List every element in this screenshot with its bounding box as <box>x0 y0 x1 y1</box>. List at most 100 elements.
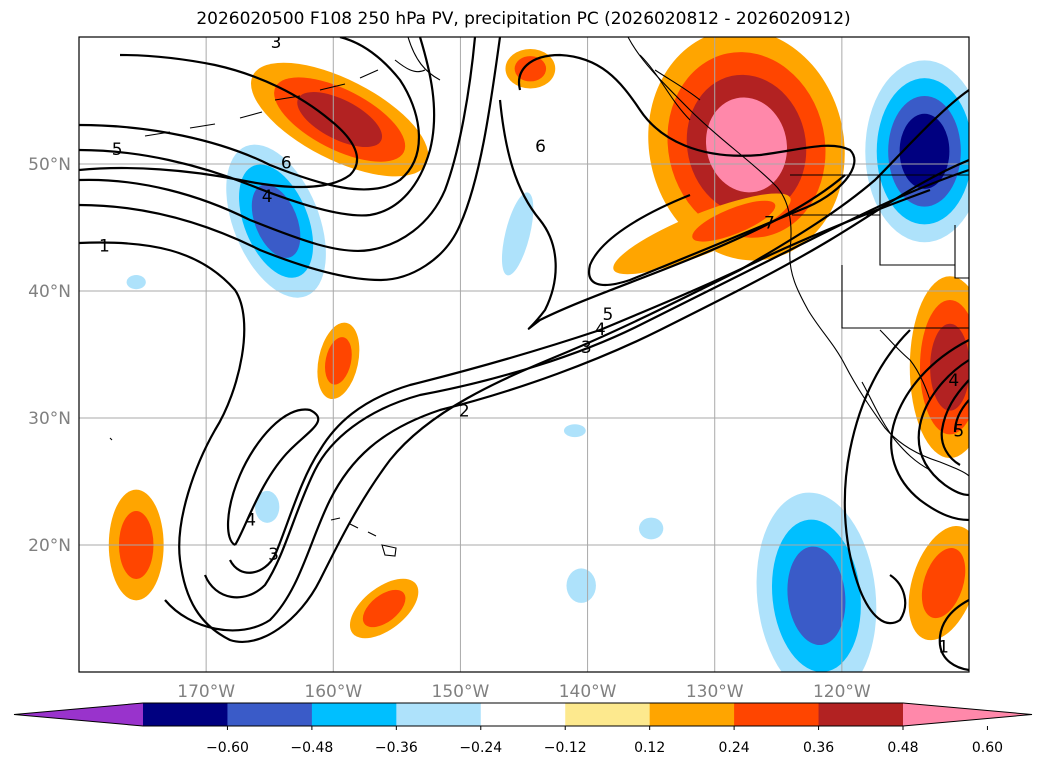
precip-region-central-pacific-positive <box>317 322 360 400</box>
precip-region-pacific-northwest-positive <box>613 37 845 275</box>
contour-label: 1 <box>99 236 110 256</box>
lat-tick-label: 40°N <box>28 282 71 302</box>
contour-label: 6 <box>281 154 292 174</box>
lon-tick-label: 150°W <box>432 682 490 702</box>
contour-label: 3 <box>268 545 279 565</box>
colorbar-tick-label: −0.12 <box>544 740 587 756</box>
precip-level-1 <box>638 517 664 540</box>
precip-level-2 <box>362 589 406 628</box>
pv-contour-5-west <box>79 37 420 191</box>
colorbar-tick-label: −0.36 <box>375 740 418 756</box>
precip-level-4 <box>899 113 950 189</box>
colorbar-bin <box>227 703 313 726</box>
colorbar-tick-label: 0.48 <box>887 740 918 756</box>
pv-contour-southeast-1 <box>890 339 969 522</box>
lon-tick-label: 130°W <box>686 682 744 702</box>
precip-region-narrow-negative-145w <box>501 192 534 276</box>
colorbar-bin <box>565 703 651 726</box>
colorbar-tick-label: −0.60 <box>206 740 249 756</box>
contour-label: 5 <box>603 305 614 325</box>
precip-level-1 <box>501 192 534 276</box>
precip-region-small-negative-140w <box>566 568 596 603</box>
chart-title: 2026020500 F108 250 hPa PV, precipitatio… <box>196 9 851 29</box>
precip-tail-inner <box>692 200 776 242</box>
precip-level-3 <box>930 323 969 411</box>
precip-region-small-negative-165w <box>254 490 280 523</box>
lat-tick-label: 50°N <box>28 155 71 175</box>
precip-region-small-negative-141w <box>563 424 586 438</box>
precip-level-3 <box>297 92 383 148</box>
contour-label: 4 <box>245 511 256 531</box>
colorbar-bin <box>396 703 482 726</box>
pv-contour-4 <box>229 188 931 574</box>
lon-tick-label: 170°W <box>177 682 235 702</box>
precip-level-1 <box>254 490 280 523</box>
precip-level-4 <box>706 97 787 193</box>
colorbar-tick-label: 0.36 <box>803 740 834 756</box>
contour-label: 4 <box>595 320 606 340</box>
lon-tick-label: 160°W <box>304 682 362 702</box>
precip-region-mid-pacific-positive <box>349 578 419 639</box>
state-line-1 <box>792 214 955 266</box>
pv-contour-southeast-3 <box>940 379 969 466</box>
precip-level-2 <box>324 337 352 385</box>
precip-level-3 <box>787 546 846 646</box>
pv-contour-5-east <box>498 99 846 330</box>
lat-tick-label: 20°N <box>28 536 71 556</box>
pv-contour-lower-loop <box>226 408 320 546</box>
precip-level-2 <box>514 56 547 82</box>
precip-level-1 <box>566 568 596 603</box>
pv-contour-6-west <box>79 37 436 217</box>
contour-label: 3 <box>581 338 592 358</box>
colorbar-bin <box>143 703 228 726</box>
colorbar-tick-label: 0.12 <box>634 740 665 756</box>
colorbar-bin <box>311 703 397 726</box>
longitude-labels: 170°W 160°W 150°W 140°W 130°W 120°W <box>177 682 871 702</box>
precip-level-1 <box>126 275 146 290</box>
contour-label: 4 <box>262 187 273 207</box>
colorbar-bin <box>734 703 820 726</box>
pv-contour-6-east <box>517 53 856 287</box>
state-line-4 <box>954 225 969 279</box>
precip-level-1 <box>563 424 586 438</box>
precip-region-north-pacific-negative <box>226 144 326 298</box>
precip-region-baja-positive <box>908 526 969 641</box>
isle-dot <box>109 437 113 441</box>
precip-region-southwest-us-positive <box>909 276 969 459</box>
hawaii <box>330 517 397 557</box>
alaska-coast <box>394 37 441 81</box>
pv-contour-southeast-2 <box>917 359 969 497</box>
colorbar-tick-label: −0.24 <box>459 740 502 756</box>
contour-label: 3 <box>271 33 282 53</box>
aleutians <box>144 69 379 137</box>
colorbar-bin <box>818 703 904 726</box>
lat-tick-label: 30°N <box>28 409 71 429</box>
colorbar-bin <box>649 703 735 726</box>
colorbar-extend-low <box>14 703 143 726</box>
precip-region-aleutian-positive <box>251 62 429 177</box>
colorbar: −0.60 −0.48 −0.36 −0.24 −0.12 0.12 0.24 0.36 0.4… <box>13 702 1033 756</box>
contour-label: 1 <box>938 638 949 658</box>
contour-label: 4 <box>948 371 959 391</box>
pv-contour-hook <box>79 53 359 189</box>
contour-label: 7 <box>764 213 775 233</box>
pv-contour-southeast-5 <box>843 329 911 625</box>
colorbar-outline <box>13 702 1033 727</box>
precip-level-3 <box>251 184 301 258</box>
contour-label: 5 <box>112 140 123 160</box>
pv-contour-2 <box>164 158 969 632</box>
precip-region-canada-negative <box>865 60 969 243</box>
contour-label: 5 <box>953 422 964 442</box>
bc-islands <box>639 54 701 121</box>
pv-contour-3 <box>203 168 969 599</box>
gulf-of-california <box>879 329 931 401</box>
colorbar-extend-high <box>903 703 1032 726</box>
state-line-2 <box>841 265 969 329</box>
pv-contour-1 <box>79 89 969 643</box>
precip-region-small-negative-135w <box>638 517 664 540</box>
contour-label: 6 <box>535 137 546 157</box>
pv-contour-southeast-4 <box>953 399 969 433</box>
colorbar-tick-label: 0.24 <box>719 740 750 756</box>
